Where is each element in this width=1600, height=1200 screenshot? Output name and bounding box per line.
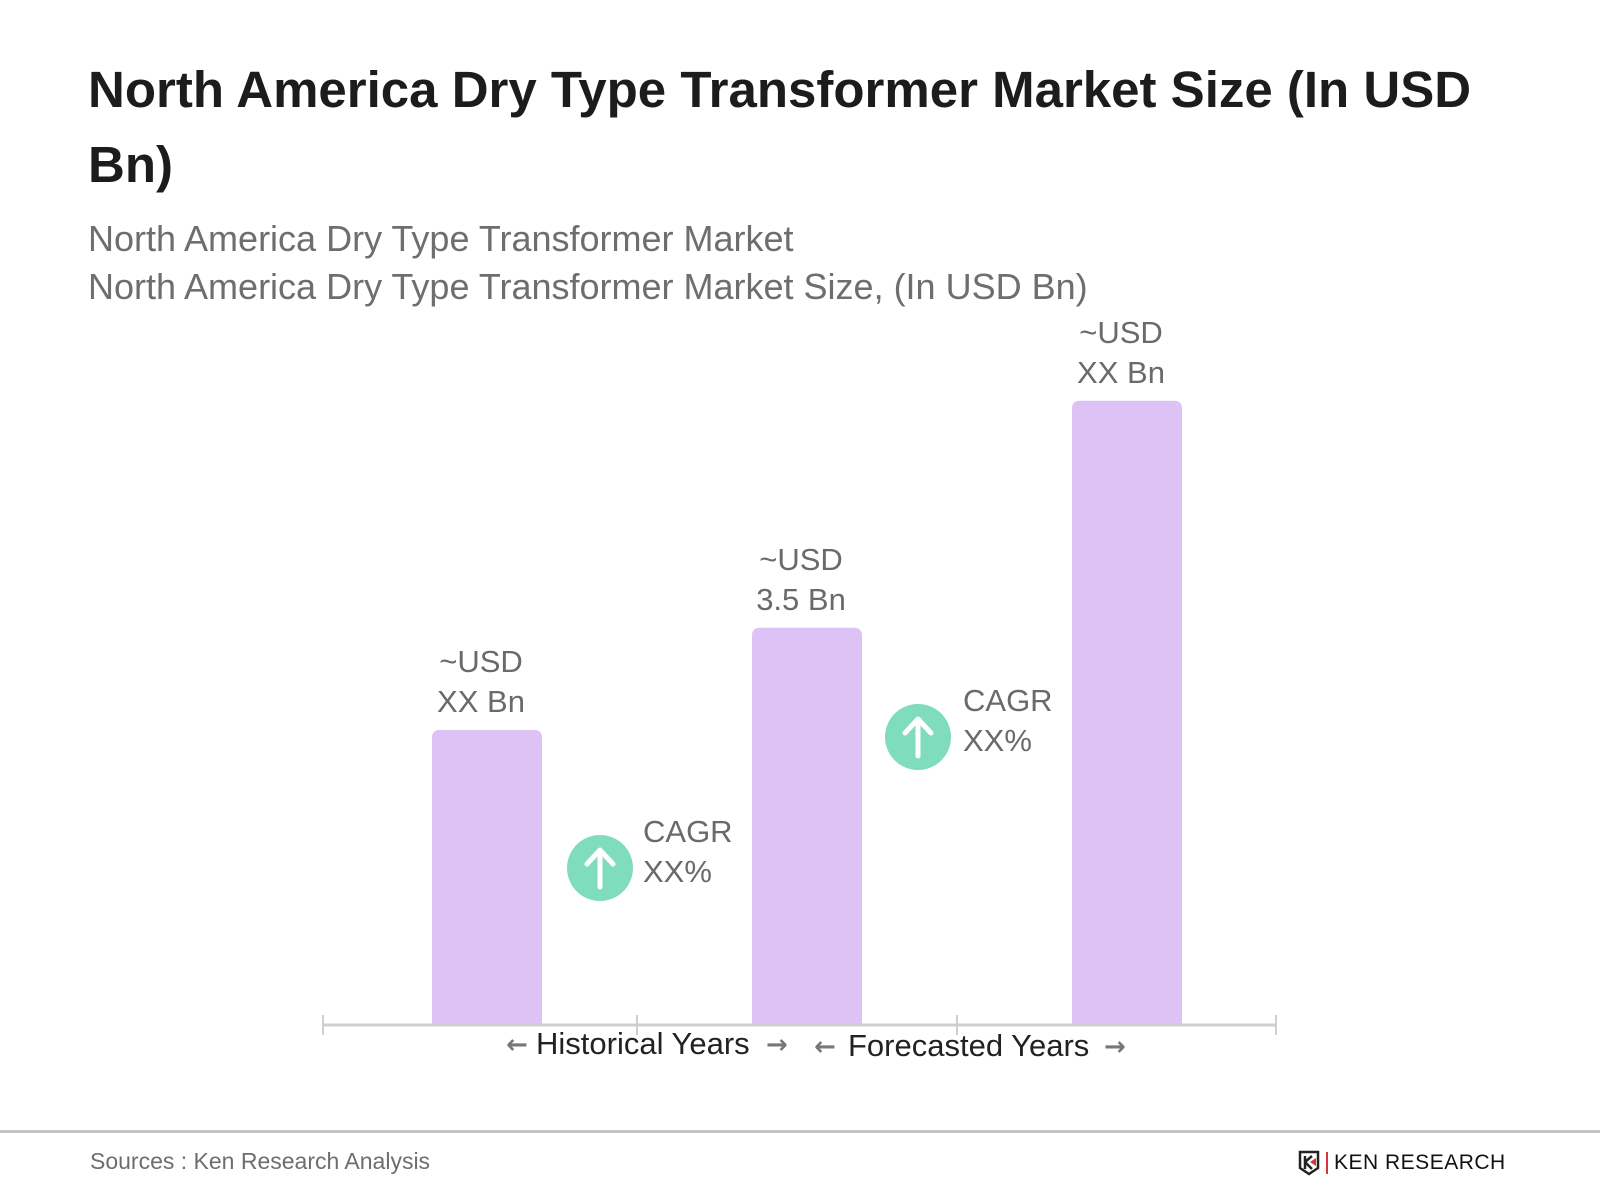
footer-divider — [0, 1130, 1600, 1133]
chart-title: North America Dry Type Transformer Marke… — [88, 61, 1472, 193]
cagr-value: XX% — [643, 854, 712, 889]
bar-data-label: ~USD — [759, 542, 843, 577]
cagr-label: CAGR — [643, 814, 733, 849]
bar-data-label: 3.5 Bn — [756, 582, 846, 617]
arrow-left-icon: ← — [814, 1032, 836, 1062]
logo-mark-icon — [1298, 1150, 1320, 1176]
chart-subtitle: North America Dry Type Transformer Marke… — [88, 218, 794, 259]
arrow-right-icon: → — [766, 1030, 788, 1060]
logo-text: KEN RESEARCH — [1334, 1151, 1506, 1174]
logo-divider — [1326, 1152, 1328, 1174]
arrow-right-icon: → — [1104, 1032, 1126, 1062]
bar — [432, 729, 542, 1025]
ken-research-logo: KEN RESEARCH — [1298, 1150, 1506, 1176]
source-note: Sources : Ken Research Analysis — [90, 1148, 431, 1174]
cagr-annotation-2: CAGR XX% — [885, 683, 1053, 770]
bar-chart: ~USD XX Bn ~USD 3.5 Bn ~USD XX Bn ← Historica… — [322, 315, 1277, 1063]
arrow-left-icon: ← — [506, 1030, 528, 1060]
period-label-forecasted: Forecasted Years — [848, 1028, 1089, 1063]
arrow-up-icon — [902, 716, 934, 759]
bar — [1072, 400, 1182, 1025]
x-axis — [322, 1015, 1277, 1035]
period-label-historical: Historical Years — [536, 1026, 750, 1061]
bar-data-label: ~USD — [1079, 315, 1163, 350]
cagr-value: XX% — [963, 723, 1032, 758]
arrow-up-icon — [584, 847, 616, 890]
bar-data-label: ~USD — [439, 644, 523, 679]
cagr-annotation-1: CAGR XX% — [567, 814, 733, 901]
cagr-label: CAGR — [963, 683, 1053, 718]
bar-data-label: XX Bn — [1077, 355, 1165, 390]
bar — [752, 627, 862, 1025]
bar-data-label: XX Bn — [437, 684, 525, 719]
chart-subtitle-2: North America Dry Type Transformer Marke… — [88, 266, 1088, 307]
